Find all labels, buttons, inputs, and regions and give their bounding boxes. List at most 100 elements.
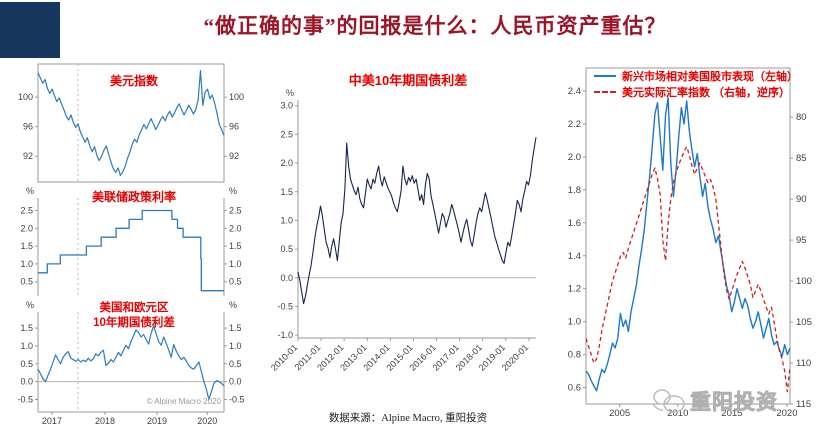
y-tick-label: 0.0 — [280, 273, 293, 283]
y-tick-label: 2.4 — [568, 86, 581, 97]
r-tick-label: 115 — [796, 399, 811, 410]
r-tick-label: 100 — [796, 276, 812, 287]
chart-cn-us-10y-spread: -1.0-0.50.00.51.01.52.02.53.02010-012011… — [269, 88, 537, 373]
panel-cn-us-spread: -1.0 -0.5 0.0 0.5 1.0 1.5 2.0 2.5 3.0 2010-01 2011… — [268, 64, 548, 424]
y-tick-label-right: 0.0 — [229, 377, 242, 387]
x-tick-label: 2020 — [197, 416, 217, 426]
chart-us-eu-10y-spread: -0.5 -0.5 0.0 0.0 0.5 0.5 1.0 1.0 1.5 1.5 2017 2018… — [17, 300, 245, 426]
slide-title: “做正确的事”的回报是什么：人民币资产重估？ — [203, 14, 667, 38]
y-tick-label-right: 1.0 — [229, 341, 242, 351]
r-tick-label: 80 — [796, 112, 807, 123]
series-usd-index — [37, 70, 225, 177]
chongyang-watermark: 重阳投资 — [650, 386, 778, 416]
y-tick-label: 0.5 — [20, 277, 33, 287]
y-tick-label: 1.0 — [280, 215, 293, 225]
y-tick-label: 1.4 — [568, 251, 581, 262]
y-tick-label: 2.2 — [568, 119, 581, 130]
y-tick-label-right: 2.0 — [229, 223, 242, 233]
y-tick-label: -1.0 — [277, 330, 293, 340]
y-tick-label: 0.5 — [280, 244, 293, 254]
legend-dashed-line-icon — [594, 91, 616, 93]
y-tick-label: -0.5 — [17, 395, 33, 405]
y-axis-unit-right: % — [229, 300, 237, 310]
y-tick-label: 0.5 — [20, 359, 33, 369]
series-usd-real-exchange-rate — [585, 146, 791, 393]
y-tick-label: 2.0 — [568, 152, 581, 163]
y-tick-label-right: 1.0 — [229, 259, 242, 269]
legend-item-em: 新兴市场相对美国股市表现（左轴） — [594, 68, 798, 84]
legend-label-usd: 美元实际汇率指数 （右轴，逆序） — [622, 87, 791, 99]
y-tick-label: 2.0 — [20, 223, 33, 233]
data-source-note: 数据来源：Alpine Macro, 重阳投资 — [328, 413, 488, 424]
r-tick-label: 95 — [796, 235, 807, 246]
chart-dollar-index: 92 92 96 96 100 100 — [18, 63, 244, 183]
x-tick-label: 2017 — [42, 416, 62, 426]
y-tick-label: 1.0 — [20, 341, 33, 351]
watermark-text: 重阳投资 — [690, 391, 778, 415]
y-tick-label: 1.0 — [568, 317, 581, 328]
y-axis-unit-left: % — [26, 186, 34, 196]
y-axis-unit-left: % — [26, 300, 34, 310]
y-tick-label-right: 100 — [229, 92, 244, 102]
chart-title-dollar-index: 美元指数 — [109, 74, 158, 88]
y-tick-label: 1.5 — [20, 323, 33, 333]
y-tick-label-right: 1.5 — [229, 241, 242, 251]
legend-solid-line-icon — [594, 75, 616, 77]
chart-fed-policy-rate: 0.5 0.5 1.0 1.0 1.5 1.5 2.0 2.0 2.5 2.5%% — [20, 186, 242, 296]
x-tick-label: 2010 — [667, 408, 688, 419]
legend-label-em: 新兴市场相对美国股市表现（左轴） — [622, 71, 798, 83]
y-tick-label: 0.0 — [20, 377, 33, 387]
y-tick-label: 0.8 — [568, 350, 581, 361]
chart-title-us-eu-10y-spread: 美国和欧元区 10年期国债利差 — [93, 302, 175, 329]
y-tick-label: -0.5 — [277, 301, 293, 311]
chart-title-cn-us-10y-spread: 中美10年期国债利差 — [348, 73, 468, 88]
r-tick-label: 90 — [796, 194, 807, 205]
y-axis-unit-left: % — [286, 88, 294, 98]
y-tick-label: 1.8 — [568, 185, 581, 196]
chongyang-logo-icon — [652, 389, 685, 413]
series-em-vs-us-equity — [585, 96, 791, 392]
y-tick-label: 1.5 — [20, 241, 33, 251]
y-tick-label: 1.6 — [568, 218, 581, 229]
x-tick-label: 2015 — [721, 408, 742, 419]
plot-frame — [585, 67, 791, 405]
corner-accent-block — [0, 2, 60, 58]
series-fed-funds-rate — [38, 209, 224, 292]
y-tick-label-right: -0.5 — [229, 395, 245, 405]
legend-item-usd: 美元实际汇率指数 （右轴，逆序） — [594, 84, 798, 100]
y-tick-label-right: 1.5 — [229, 323, 242, 333]
panel-em-vs-usd: 0.6 0.8 1.0 1.2 1.4 1.6 1.8 2.0 2.2 2.4 80 85 90 95 10… — [556, 60, 828, 428]
y-tick-label-right: 0.5 — [229, 277, 242, 287]
series-cn-us-10y-spread — [297, 137, 537, 305]
y-tick-label: 100 — [18, 92, 33, 102]
plot-frame — [37, 63, 225, 183]
series-us-eu-10y-spread — [37, 325, 225, 401]
y-tick-label: 1.0 — [20, 259, 33, 269]
y-tick-label: 0.6 — [568, 383, 581, 394]
panel-usd-charts: 92 92 96 96 100 100 0.5 0.5 1.0 1.0 1.5 1.5 2.0 2.0 2… — [8, 58, 260, 432]
y-tick-label: 96 — [23, 122, 33, 132]
copyright-note: © Alpine Macro 2020 — [147, 397, 222, 406]
y-tick-label: 2.0 — [280, 158, 293, 168]
chart-legend: 新兴市场相对美国股市表现（左轴） 美元实际汇率指数 （右轴，逆序） — [594, 68, 798, 100]
y-tick-label: 2.5 — [20, 205, 33, 215]
y-axis-unit-right: % — [229, 186, 237, 196]
chart-title-fed-policy-rate: 美联储政策利率 — [91, 190, 176, 204]
x-tick-label: 2018 — [95, 416, 115, 426]
y-tick-label: 2.5 — [280, 129, 293, 139]
x-tick-label: 2020 — [776, 408, 797, 419]
y-tick-label-right: 96 — [229, 122, 239, 132]
y-tick-label-right: 0.5 — [229, 359, 242, 369]
x-tick-label: 2019 — [147, 416, 167, 426]
y-tick-label: 92 — [23, 151, 33, 161]
r-tick-label: 105 — [796, 317, 812, 328]
chart-em-vs-usd: 0.6 0.8 1.0 1.2 1.4 1.6 1.8 2.0 2.2 2.4 80 85 90 95 10… — [568, 67, 812, 419]
r-tick-label: 110 — [796, 358, 811, 369]
y-tick-label: 3.0 — [280, 101, 293, 111]
y-tick-label: 1.2 — [568, 284, 581, 295]
y-tick-label: 1.5 — [280, 187, 293, 197]
y-tick-label-right: 92 — [229, 151, 239, 161]
x-tick-label: 2005 — [609, 408, 630, 419]
r-tick-label: 85 — [796, 153, 807, 164]
